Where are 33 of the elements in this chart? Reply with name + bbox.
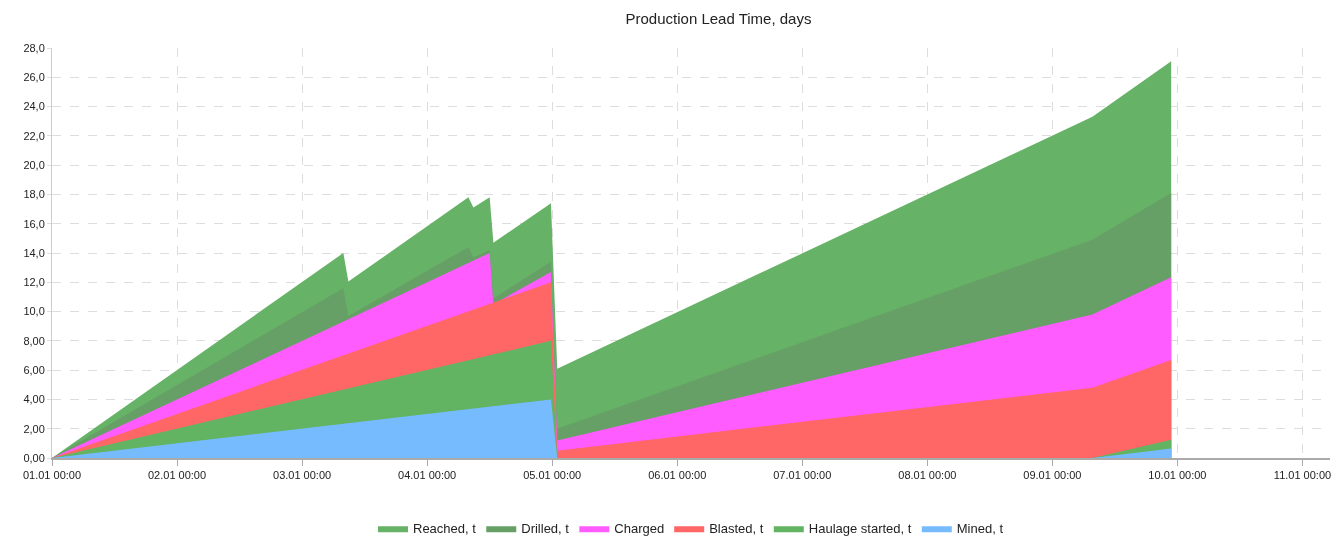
y-tick-label: 12,0: [23, 276, 45, 289]
y-tick-label: 18,0: [23, 188, 45, 201]
x-tick-label: 01.01 00:00: [22, 469, 82, 482]
x-tick-label: 04.01 00:00: [398, 469, 457, 482]
y-tick-label: 6,00: [23, 363, 45, 376]
x-tick-label: 02.01 00:00: [147, 469, 207, 482]
x-tick-label: 06.01 00:00: [648, 469, 707, 482]
y-tick-label: 0,00: [23, 451, 45, 464]
y-tick-label: 24,0: [23, 100, 45, 113]
x-tick-label: 07.01 00:00: [773, 469, 832, 482]
legend-label: Charged: [614, 521, 665, 537]
y-tick-label: 8,00: [23, 334, 45, 347]
legend-label: Haulage started, t: [808, 521, 912, 537]
y-tick-label: 4,00: [23, 393, 45, 406]
y-tick-label: 14,0: [23, 246, 45, 259]
x-tick-label: 03.01 00:00: [273, 469, 332, 482]
y-tick-label: 28,0: [23, 41, 45, 54]
y-tick-label: 22,0: [23, 129, 45, 142]
y-tick-label: 10,0: [23, 305, 45, 318]
y-tick-label: 26,0: [23, 71, 45, 84]
legend-label: Mined, t: [956, 521, 1004, 537]
legend-label: Reached, t: [413, 521, 477, 537]
legend-label: Drilled, t: [521, 521, 570, 537]
chart-title: Production Lead Time, days: [625, 10, 812, 28]
x-tick-label: 10.01 00:00: [1148, 469, 1207, 482]
x-tick-label: 08.01 00:00: [898, 469, 957, 482]
y-tick-label: 2,00: [23, 422, 45, 435]
x-tick-label: 05.01 00:00: [523, 469, 582, 482]
x-tick-label: 11.01 00:00: [1273, 469, 1332, 482]
x-tick-label: 09.01 00:00: [1023, 469, 1082, 482]
legend-label: Blasted, t: [709, 521, 764, 537]
y-tick-label: 20,0: [23, 158, 45, 171]
y-tick-label: 16,0: [23, 217, 45, 230]
